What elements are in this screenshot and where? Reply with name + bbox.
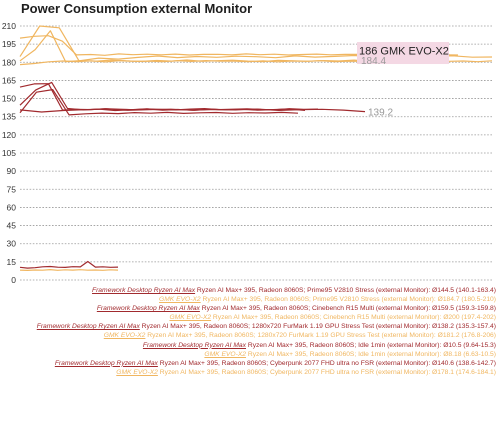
- y-tick-label: 75: [7, 184, 17, 194]
- legend-description: Ryzen AI Max+ 395, Radeon 8060S; 1280x72…: [139, 323, 496, 331]
- legend-description: Ryzen AI Max+ 395, Radeon 8060S; Prime95…: [200, 296, 497, 304]
- legend-series-name[interactable]: Framework Desktop Ryzen AI Max: [142, 341, 246, 349]
- legend-series-name[interactable]: Framework Desktop Ryzen AI Max: [36, 323, 140, 331]
- series-line: [19, 83, 319, 111]
- legend-series-name[interactable]: Framework Desktop Ryzen AI Max: [92, 287, 196, 294]
- end-label: 186 GMK EVO-X2: [359, 46, 449, 58]
- legend-description: Ryzen AI Max+ 395, Radeon 8060S; Cineben…: [199, 305, 496, 313]
- y-tick-label: 135: [2, 112, 16, 122]
- legend-series-name[interactable]: Framework Desktop Ryzen AI Max: [96, 305, 200, 313]
- legend-item: GMK EVO-X2 Ryzen AI Max+ 395, Radeon 806…: [0, 331, 496, 340]
- legend-item: GMK EVO-X2 Ryzen AI Max+ 395, Radeon 806…: [0, 350, 496, 359]
- legend-description: Ryzen AI Max+ 395, Radeon 8060S; Cyberpu…: [157, 368, 496, 376]
- end-label: 184.4: [361, 56, 386, 67]
- legend-item: GMK EVO-X2 Ryzen AI Max+ 395, Radeon 806…: [0, 313, 496, 322]
- y-tick-label: 30: [7, 239, 17, 249]
- series-line: [19, 269, 119, 271]
- y-tick-label: 60: [7, 202, 17, 212]
- legend: Framework Desktop Ryzen AI Max Ryzen AI …: [0, 286, 496, 377]
- grid-layer: [20, 25, 492, 281]
- legend-item: Framework Desktop Ryzen AI Max Ryzen AI …: [0, 304, 496, 313]
- legend-description: Ryzen AI Max+ 395, Radeon 8060S; Cyberpu…: [157, 359, 496, 367]
- y-tick-label: 120: [2, 130, 16, 140]
- legend-description: Ryzen AI Max+ 395, Radeon 8060S; Cineben…: [211, 314, 496, 322]
- legend-description: Ryzen AI Max+ 395, Radeon 8060S; Idle 1m…: [246, 341, 496, 349]
- y-tick-label: 150: [2, 94, 16, 104]
- label-highlight: [357, 42, 449, 65]
- series-line: [19, 81, 306, 112]
- y-tick-label: 90: [7, 166, 17, 176]
- legend-series-name[interactable]: Framework Desktop Ryzen AI Max: [54, 359, 158, 367]
- legend-item: GMK EVO-X2 Ryzen AI Max+ 395, Radeon 806…: [0, 368, 496, 377]
- y-tick-label: 210: [2, 21, 16, 31]
- legend-item: Framework Desktop Ryzen AI Max Ryzen AI …: [0, 286, 496, 295]
- legend-item: Framework Desktop Ryzen AI Max Ryzen AI …: [0, 359, 496, 368]
- y-tick-label: 165: [2, 75, 16, 85]
- legend-series-name[interactable]: GMK EVO-X2: [159, 296, 201, 304]
- series-line: [19, 260, 119, 269]
- y-tick-label: 0: [11, 275, 16, 285]
- legend-series-name[interactable]: GMK EVO-X2: [116, 368, 158, 376]
- y-tick-label: 180: [2, 57, 16, 67]
- legend-item: Framework Desktop Ryzen AI Max Ryzen AI …: [0, 341, 496, 350]
- power-chart: 0 15 30 45 60 75 90 105 120 135 150 165 180 195 210 18…: [2, 21, 493, 285]
- y-tick-label: 45: [7, 221, 17, 231]
- legend-series-name[interactable]: GMK EVO-X2: [103, 332, 146, 340]
- series-line: [19, 108, 366, 113]
- chart-title: Power Consumption external Monitor: [21, 1, 253, 16]
- y-tick-label: 105: [2, 148, 16, 158]
- legend-item: Framework Desktop Ryzen AI Max Ryzen AI …: [0, 322, 496, 331]
- y-tick-label: 15: [7, 257, 17, 267]
- legend-series-name[interactable]: GMK EVO-X2: [169, 314, 212, 322]
- legend-description: Ryzen AI Max+ 395, Radeon 8060S; 1280x72…: [145, 332, 496, 340]
- y-tick-label: 195: [2, 39, 16, 49]
- end-label: 139.2: [368, 108, 393, 119]
- legend-description: Ryzen AI Max+ 395, Radeon 8060S; Idle 1m…: [246, 350, 496, 358]
- legend-description: Ryzen AI Max+ 395, Radeon 8060S; Prime95…: [195, 287, 496, 294]
- legend-series-name[interactable]: GMK EVO-X2: [204, 350, 246, 358]
- legend-item: GMK EVO-X2 Ryzen AI Max+ 395, Radeon 806…: [0, 295, 496, 304]
- y-axis-ticks: 0 15 30 45 60 75 90 105 120 135 150 165 180 195 210: [2, 21, 16, 285]
